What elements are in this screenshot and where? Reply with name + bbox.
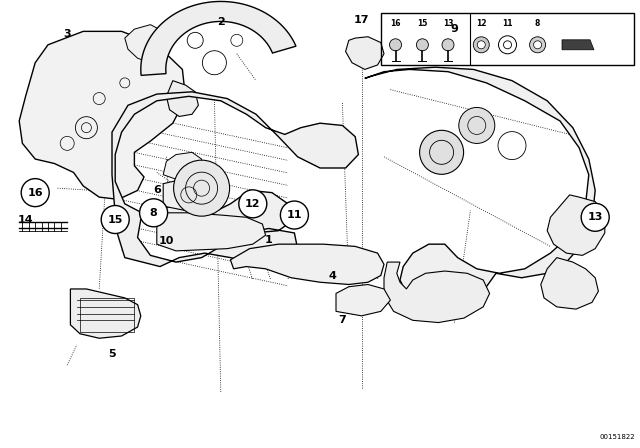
Text: 16: 16: [390, 19, 401, 28]
Polygon shape: [346, 37, 384, 69]
Polygon shape: [163, 152, 202, 179]
Circle shape: [442, 39, 454, 51]
Circle shape: [390, 39, 401, 51]
Circle shape: [499, 36, 516, 54]
Circle shape: [101, 206, 129, 233]
Polygon shape: [157, 213, 266, 251]
Polygon shape: [141, 1, 296, 75]
Circle shape: [140, 199, 168, 227]
Text: 7: 7: [339, 315, 346, 325]
Polygon shape: [541, 258, 598, 309]
Text: 12: 12: [245, 199, 260, 209]
Circle shape: [534, 41, 541, 49]
Text: 1: 1: [265, 235, 273, 245]
Circle shape: [173, 160, 230, 216]
Text: 00151822: 00151822: [600, 434, 635, 440]
Text: 15: 15: [108, 215, 123, 224]
Text: 15: 15: [417, 19, 428, 28]
Text: 11: 11: [287, 210, 302, 220]
Circle shape: [530, 37, 545, 53]
Text: 13: 13: [588, 212, 603, 222]
Text: 6: 6: [153, 185, 161, 195]
Circle shape: [280, 201, 308, 229]
Text: 12: 12: [476, 19, 486, 28]
Polygon shape: [562, 40, 594, 50]
Polygon shape: [166, 81, 198, 116]
Text: 9: 9: [451, 24, 458, 34]
Polygon shape: [163, 179, 221, 211]
Polygon shape: [547, 195, 605, 255]
Bar: [381, 13, 634, 65]
Text: 4: 4: [329, 271, 337, 280]
Polygon shape: [70, 289, 141, 338]
Polygon shape: [125, 25, 170, 63]
Circle shape: [477, 41, 485, 49]
Text: 3: 3: [63, 29, 71, 39]
Text: 17: 17: [354, 15, 369, 25]
Text: 11: 11: [502, 19, 513, 28]
Circle shape: [504, 41, 511, 49]
Circle shape: [417, 39, 428, 51]
Text: 5: 5: [108, 349, 116, 359]
Circle shape: [474, 37, 489, 53]
Circle shape: [420, 130, 463, 174]
Polygon shape: [336, 284, 390, 316]
Text: 2: 2: [217, 17, 225, 26]
Circle shape: [239, 190, 267, 218]
Polygon shape: [230, 244, 384, 284]
Text: 8: 8: [150, 208, 157, 218]
Polygon shape: [384, 262, 490, 323]
Text: 10: 10: [159, 236, 174, 246]
Circle shape: [459, 108, 495, 143]
Text: 16: 16: [28, 188, 43, 198]
Polygon shape: [19, 31, 186, 199]
Polygon shape: [365, 67, 595, 302]
Text: 8: 8: [535, 19, 540, 28]
Text: 13: 13: [443, 19, 453, 28]
Circle shape: [21, 179, 49, 207]
Text: 14: 14: [18, 215, 33, 224]
Circle shape: [581, 203, 609, 231]
Polygon shape: [112, 92, 358, 267]
